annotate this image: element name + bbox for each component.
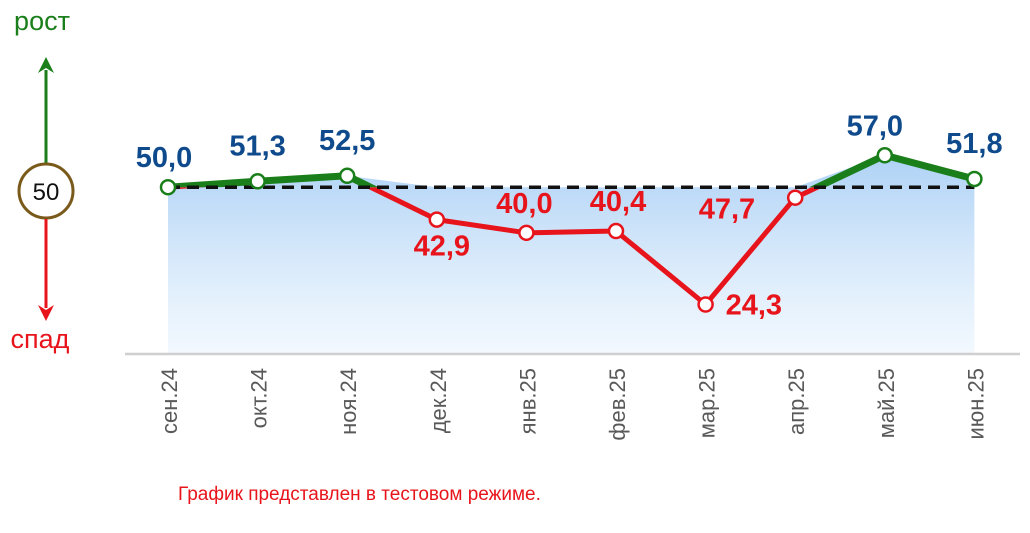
area-fill — [168, 155, 975, 354]
data-point — [518, 224, 535, 242]
data-point — [966, 170, 983, 188]
x-tick-label: апр.25 — [784, 368, 809, 435]
data-label: 40,0 — [496, 188, 552, 220]
data-point — [607, 222, 625, 240]
x-tick-label: дек.24 — [426, 368, 451, 433]
test-mode-note: График представлен в тестовом режиме. — [178, 484, 541, 505]
data-point — [786, 189, 804, 206]
data-point — [338, 167, 356, 185]
data-label: 52,5 — [319, 125, 375, 157]
threshold-badge-value: 50 — [33, 179, 60, 206]
data-label: 57,0 — [847, 110, 903, 142]
decline-label: спад — [11, 324, 70, 354]
x-tick-label: янв.25 — [515, 368, 540, 434]
x-tick-label: май.25 — [874, 368, 899, 438]
data-point — [697, 296, 714, 313]
data-label: 51,3 — [229, 130, 285, 162]
x-tick-label: июн.25 — [963, 368, 988, 440]
threshold-badge — [17, 162, 75, 220]
x-tick-label: окт.24 — [247, 368, 272, 428]
x-tick-label: сен.24 — [157, 368, 182, 434]
data-label: 47,7 — [699, 194, 755, 226]
data-point — [159, 178, 177, 196]
growth-decline-indicator: рост 50 спад — [11, 6, 75, 354]
data-label: 51,8 — [946, 128, 1002, 160]
series-line-growth — [167, 151, 976, 188]
growth-arrow-head-icon — [38, 57, 54, 73]
x-tick-label: фев.25 — [605, 368, 630, 441]
data-label: 40,4 — [590, 186, 646, 218]
x-tick-label: ноя.24 — [336, 368, 361, 435]
decline-arrow-head-icon — [38, 305, 54, 321]
data-label: 42,9 — [414, 231, 470, 263]
data-point — [249, 173, 266, 190]
data-point — [428, 211, 446, 228]
data-label: 50,0 — [136, 142, 192, 174]
series-line-decline — [168, 187, 824, 308]
plot-area: 50,0 51,3 52,5 42,9 40,0 40,4 24,3 47,7 57,0 51,8… — [125, 110, 1020, 441]
data-point — [876, 147, 894, 164]
data-label: 24,3 — [726, 290, 782, 322]
x-tick-label: мар.25 — [695, 368, 720, 438]
growth-label: рост — [14, 6, 70, 36]
